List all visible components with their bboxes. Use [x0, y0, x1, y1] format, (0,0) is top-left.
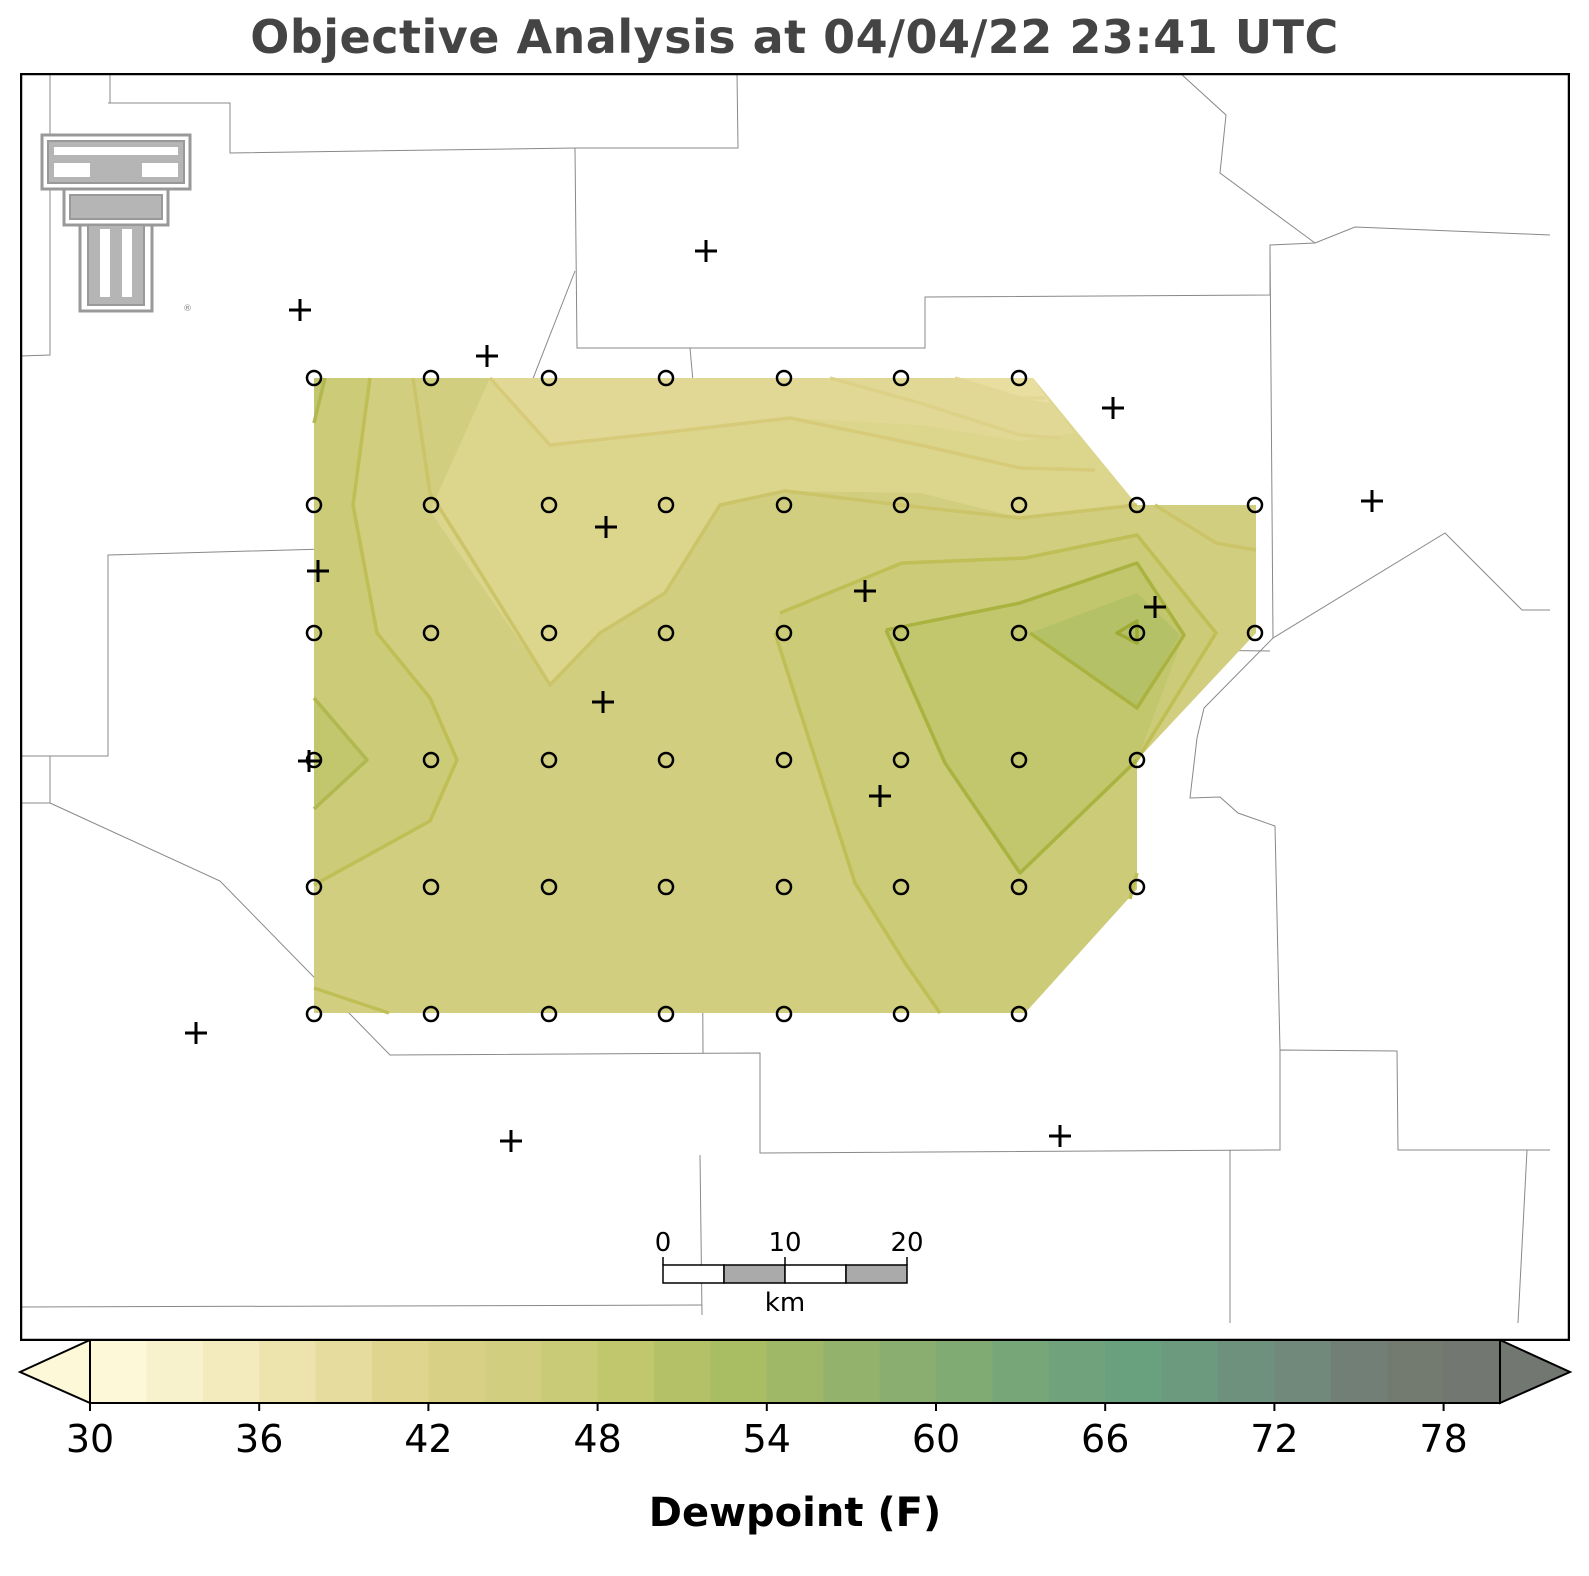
station-markers	[185, 240, 1383, 1152]
scale-bar: 0 10 20 km	[655, 1228, 924, 1318]
colorbar-tick-label: 54	[743, 1417, 791, 1461]
scale-label-0: 0	[655, 1228, 672, 1258]
colorbar-tick-label: 48	[573, 1417, 621, 1461]
grid-points	[305, 369, 1264, 1023]
colorbar-frame	[89, 1340, 1501, 1404]
colorbar-swatch	[372, 1340, 429, 1403]
colorbar-swatch	[879, 1340, 937, 1403]
colorbar-swatch	[1161, 1340, 1219, 1403]
colorbar-swatch	[202, 1340, 260, 1403]
map-panel: ® 0 10 20 km	[20, 73, 1570, 1341]
colorbar-tick-label: 66	[1081, 1417, 1129, 1461]
colorbar-swatch	[1443, 1340, 1501, 1403]
colorbar-swatch	[823, 1340, 881, 1403]
colorbar: 30 36 42 48 54 60 66 72 78 Dewpoint (F)	[17, 1340, 1573, 1536]
dewpoint-field	[314, 378, 1256, 1013]
colorbar-swatch	[710, 1340, 768, 1403]
colorbar-swatch	[1330, 1340, 1388, 1403]
analysis-fill-driest	[490, 378, 1075, 445]
analysis-fill-moistest	[1030, 593, 1180, 708]
svg-text:®: ®	[183, 304, 192, 314]
analysis-fill-west-moister	[314, 698, 367, 809]
colorbar-swatch	[936, 1340, 993, 1403]
colorbar-swatch	[90, 1340, 147, 1403]
scale-label-20: 20	[890, 1228, 923, 1258]
colorbar-swatch	[654, 1340, 711, 1403]
colorbar-label: Dewpoint (F)	[649, 1490, 942, 1536]
colorbar-swatch	[484, 1340, 542, 1403]
colorbar-swatch	[1274, 1340, 1332, 1403]
colorbar-tick-label: 30	[66, 1417, 114, 1461]
colorbar-tick-label: 36	[235, 1417, 283, 1461]
colorbar-ticks: 30 36 42 48 54 60 66 72 78	[66, 1403, 1468, 1461]
scale-unit: km	[765, 1288, 805, 1318]
colorbar-tick-label: 60	[912, 1417, 960, 1461]
colorbar-swatch	[428, 1340, 486, 1403]
colorbar-swatch	[541, 1340, 599, 1403]
colorbar-swatch	[1387, 1340, 1445, 1403]
texas-tech-logo: ®	[40, 133, 192, 314]
dewpoint-contours	[312, 376, 1257, 1015]
colorbar-tick-label: 72	[1250, 1417, 1298, 1461]
colorbar-swatch	[1218, 1340, 1275, 1403]
colorbar-swatches	[90, 1340, 1501, 1403]
colorbar-swatch	[146, 1340, 204, 1403]
colorbar-swatch	[1105, 1340, 1163, 1403]
colorbar-tick-label: 78	[1419, 1417, 1467, 1461]
scale-label-10: 10	[768, 1228, 801, 1258]
colorbar-swatch	[992, 1340, 1050, 1403]
colorbar-swatch	[597, 1340, 655, 1403]
colorbar-swatch	[259, 1340, 317, 1403]
colorbar-swatch	[315, 1340, 373, 1403]
colorbar-tick-label: 42	[404, 1417, 452, 1461]
colorbar-extend-min	[17, 1340, 91, 1405]
chart-title: Objective Analysis at 04/04/22 23:41 UTC	[250, 10, 1339, 64]
colorbar-extend-max	[1499, 1340, 1573, 1405]
colorbar-swatch	[766, 1340, 824, 1403]
colorbar-swatch	[1048, 1340, 1106, 1403]
